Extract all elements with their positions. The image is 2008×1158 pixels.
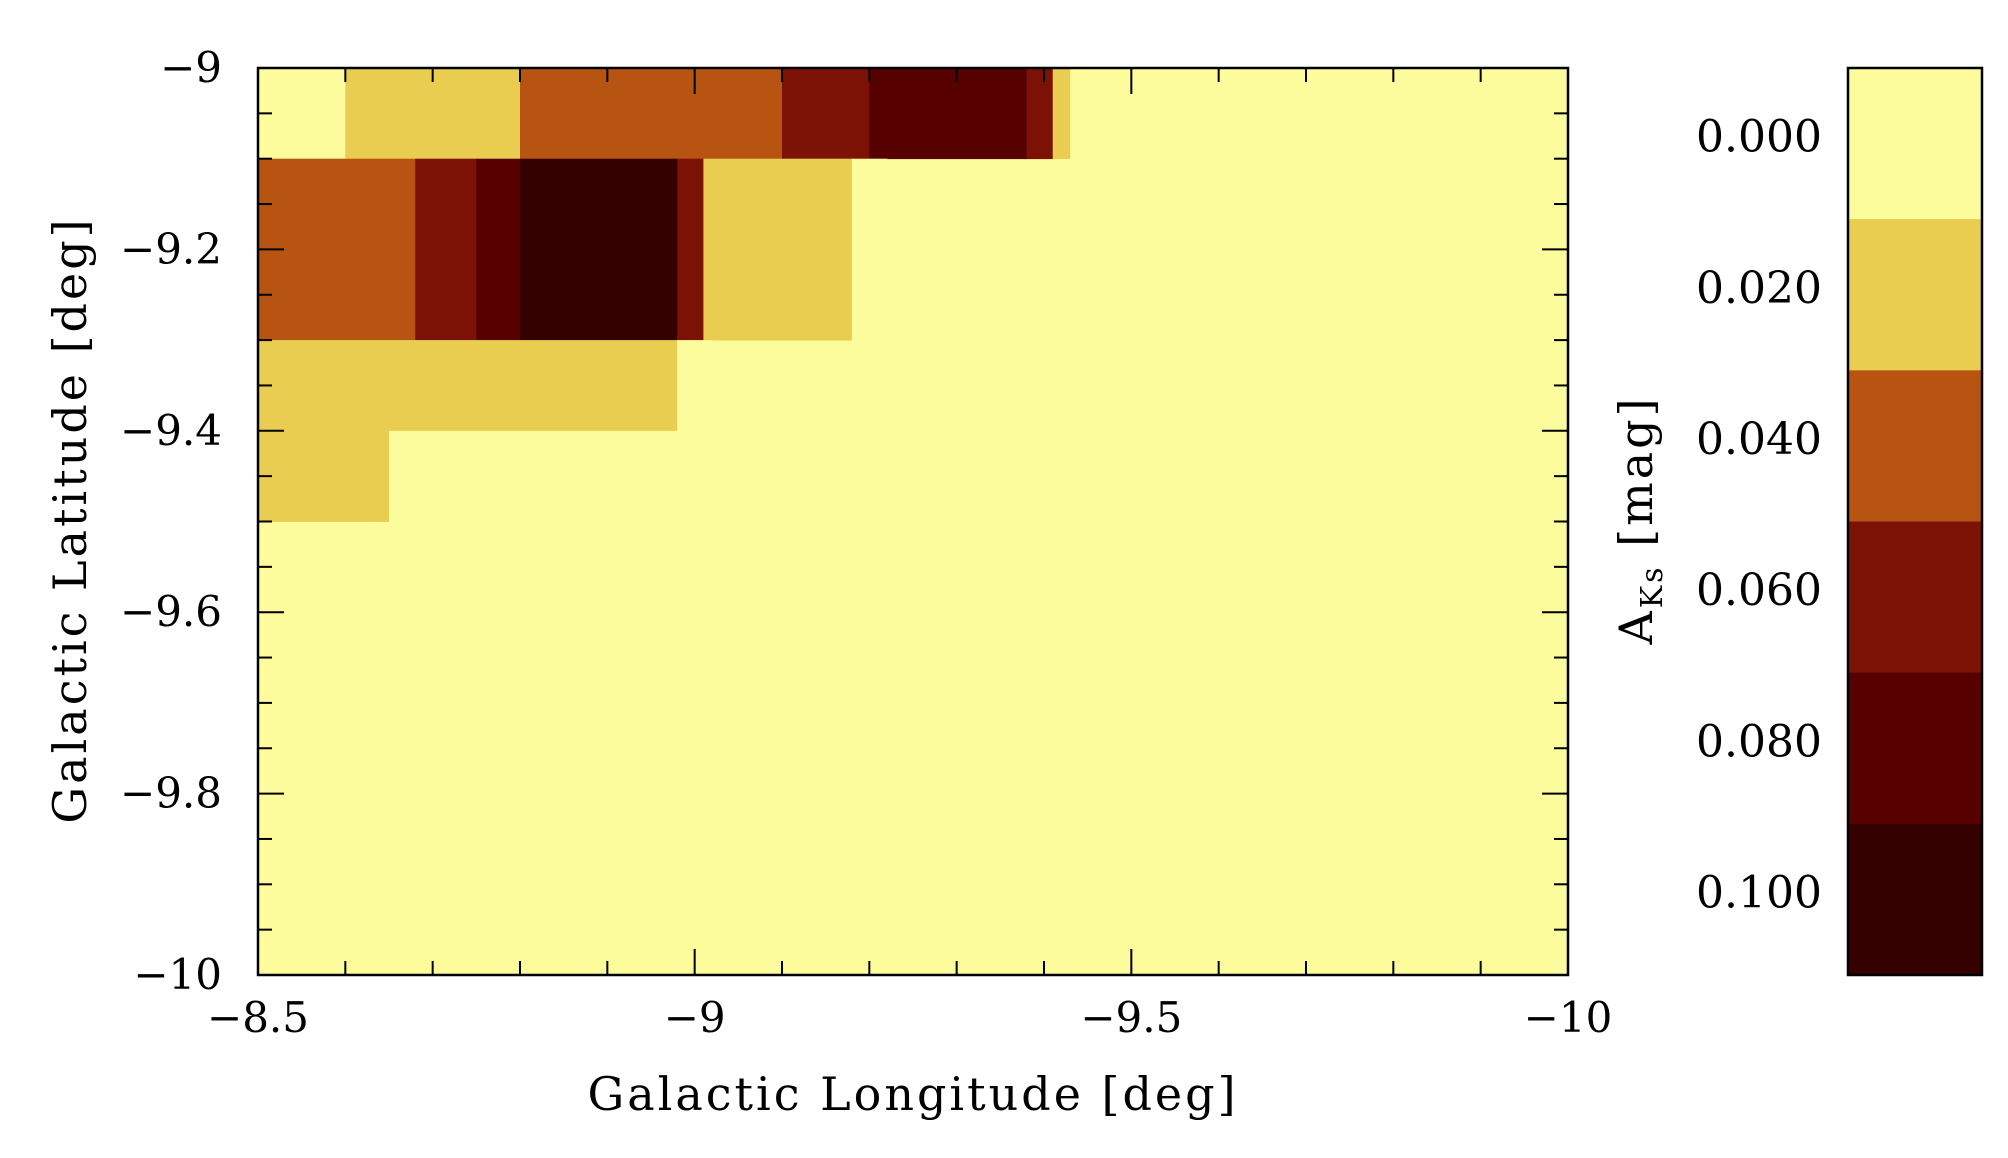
colorbar-band	[1848, 521, 1982, 674]
y-tick-label: −9	[160, 43, 222, 92]
colorbar-band	[1848, 672, 1982, 825]
heatmap-cell	[703, 158, 853, 341]
colorbar-tick-label: 0.060	[1696, 565, 1822, 616]
colorbar-tick-labels: 0.000 0.020 0.040 0.060 0.080 0.100	[1696, 112, 1822, 919]
y-tick-label: −9.6	[120, 587, 222, 636]
colorbar-tick-label: 0.020	[1696, 263, 1822, 314]
heatmap-cell	[415, 158, 477, 341]
heatmap-cell	[301, 68, 346, 160]
colorbar-band	[1848, 68, 1982, 220]
x-axis-title: Galactic Longitude [deg]	[587, 1067, 1238, 1121]
heatmap-cell	[869, 68, 1028, 160]
heatmap-cell	[258, 430, 390, 522]
y-tick-label: −9.8	[120, 769, 222, 818]
colorbar-band	[1848, 823, 1982, 976]
y-tick-label: −10	[133, 950, 222, 999]
x-tick-label: −10	[1524, 993, 1613, 1042]
colorbar-frame	[1846, 66, 1984, 977]
heatmap-cell	[1052, 68, 1071, 160]
x-tick-label: −9	[664, 993, 726, 1042]
y-tick-label: −9.4	[120, 406, 222, 455]
heatmap-cell	[520, 158, 678, 341]
heatmap-cell	[677, 430, 704, 522]
heatmap-cell	[1026, 68, 1054, 160]
colorbar-tick-label: 0.040	[1696, 414, 1822, 465]
colorbar-title-subscript: Ks	[1635, 564, 1670, 608]
x-tick-labels: −8.5 −9 −9.5 −10	[207, 993, 1612, 1042]
heatmap-cell	[476, 158, 521, 341]
y-axis-title: Galactic Latitude [deg]	[43, 216, 97, 823]
colorbar-tick-label: 0.080	[1696, 716, 1822, 767]
heatmap-cell	[782, 68, 870, 160]
y-tick-labels: −9 −9.2 −9.4 −9.6 −9.8 −10	[120, 43, 222, 999]
y-tick-label: −9.2	[120, 224, 222, 273]
colorbar-title-unit: [mag]	[1609, 395, 1663, 564]
heatmap-cells	[258, 68, 1089, 522]
x-tick-label: −9.5	[1080, 993, 1182, 1042]
x-tick-label: −8.5	[207, 993, 309, 1042]
colorbar-tick-label: 0.100	[1696, 867, 1822, 918]
heatmap-cell	[258, 340, 678, 432]
heatmap-cell	[258, 158, 416, 341]
heatmap-cell	[851, 158, 888, 341]
colorbar-title-symbol: A	[1609, 608, 1663, 645]
heatmap-cell	[677, 340, 713, 432]
colorbar-title: AKs [mag]	[1609, 395, 1670, 645]
colorbar-tick-label: 0.000	[1696, 112, 1822, 163]
colorbar	[1846, 66, 1984, 977]
axis-ticks	[257, 67, 1569, 976]
colorbar-band	[1848, 370, 1982, 522]
heatmap-cell	[677, 158, 704, 341]
heatmap-cell	[1070, 68, 1089, 160]
heatmap-cell	[432, 68, 521, 160]
colorbar-band	[1848, 219, 1982, 371]
heatmap-cell	[345, 68, 434, 160]
heatmap-cell	[389, 430, 678, 522]
heatmap-cell	[520, 68, 608, 160]
